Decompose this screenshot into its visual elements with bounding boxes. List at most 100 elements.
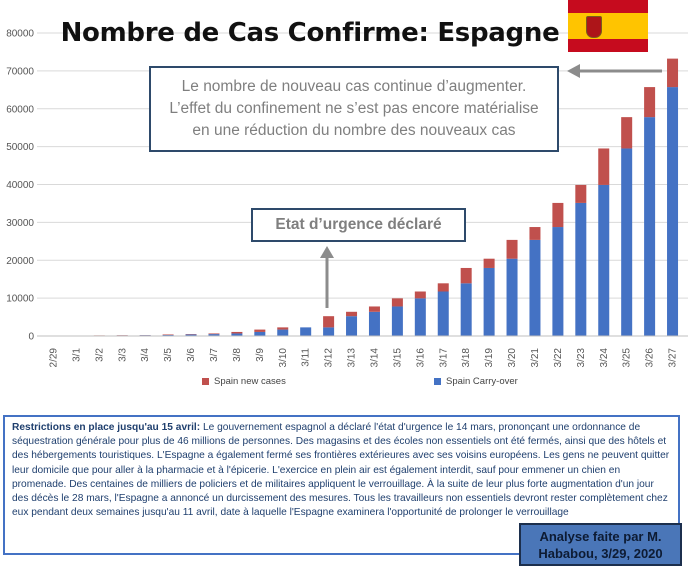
bar-carry-over-3-18 bbox=[460, 283, 472, 336]
bar-new-cases-3-27 bbox=[667, 58, 679, 88]
x-tick-label: 3/22 bbox=[553, 348, 564, 368]
x-tick-label: 3/27 bbox=[668, 348, 679, 368]
bar-new-cases-3-22 bbox=[552, 202, 564, 228]
arrow-up-icon bbox=[320, 246, 334, 308]
spain-flag-icon bbox=[568, 0, 648, 52]
bar-new-cases-3-24 bbox=[598, 148, 610, 185]
x-tick-label: 3/16 bbox=[415, 348, 426, 368]
x-tick-label: 3/6 bbox=[186, 348, 197, 362]
callout-cases-increasing: Le nombre de nouveau cas continue d’augm… bbox=[149, 66, 559, 152]
x-tick-label: 3/18 bbox=[461, 348, 472, 368]
x-tick-label: 3/26 bbox=[645, 348, 656, 368]
new-cases-bars bbox=[47, 58, 679, 336]
bar-new-cases-3-23 bbox=[575, 184, 587, 203]
callout-line-3: en une réduction du nombre des nouveaux … bbox=[192, 122, 516, 139]
x-tick-label: 3/4 bbox=[140, 348, 151, 362]
bar-new-cases-3-16 bbox=[414, 291, 426, 299]
bar-carry-over-3-15 bbox=[391, 306, 403, 336]
legend-label-new-cases: Spain new cases bbox=[214, 376, 286, 387]
bar-carry-over-3-21 bbox=[529, 239, 541, 336]
bar-new-cases-3-14 bbox=[368, 306, 380, 312]
x-tick-label: 3/9 bbox=[255, 348, 266, 362]
bar-carry-over-3-13 bbox=[346, 316, 358, 336]
bar-new-cases-3-10 bbox=[277, 327, 289, 330]
y-tick-label: 0 bbox=[28, 332, 34, 343]
bar-carry-over-3-6 bbox=[185, 334, 197, 336]
x-tick-label: 3/2 bbox=[94, 348, 105, 362]
legend-swatch-carry-over bbox=[434, 378, 441, 385]
x-tick-label: 3/15 bbox=[392, 348, 403, 368]
bar-carry-over-3-19 bbox=[483, 267, 495, 336]
x-tick-label: 3/19 bbox=[484, 348, 495, 368]
bar-carry-over-3-8 bbox=[231, 333, 243, 336]
legend-swatch-new-cases bbox=[202, 378, 209, 385]
bar-new-cases-3-13 bbox=[346, 311, 358, 317]
bar-carry-over-3-11 bbox=[300, 327, 312, 336]
bar-carry-over-3-27 bbox=[667, 87, 679, 336]
legend-item-new-cases: Spain new cases bbox=[202, 376, 286, 387]
legend-item-carry-over: Spain Carry-over bbox=[434, 376, 518, 387]
credit-line-2: Hababou, 3/29, 2020 bbox=[538, 546, 663, 561]
chart-title: Nombre de Cas Confirme: Espagne bbox=[60, 18, 560, 48]
bar-carry-over-3-10 bbox=[277, 329, 289, 336]
bar-carry-over-3-16 bbox=[414, 298, 426, 336]
x-tick-label: 3/24 bbox=[599, 348, 610, 368]
bar-new-cases-3-5 bbox=[162, 334, 174, 336]
restrictions-info-box: Restrictions en place jusqu'au 15 avril:… bbox=[3, 415, 680, 555]
bar-new-cases-3-20 bbox=[506, 239, 518, 259]
bar-new-cases-3-8 bbox=[231, 331, 243, 334]
x-tick-label: 3/25 bbox=[622, 348, 633, 368]
bar-new-cases-3-21 bbox=[529, 227, 541, 240]
x-tick-label: 2/29 bbox=[48, 348, 59, 368]
x-tick-label: 3/11 bbox=[301, 348, 312, 367]
y-tick-label: 20000 bbox=[6, 256, 34, 267]
y-tick-label: 50000 bbox=[6, 142, 34, 153]
bar-new-cases-3-19 bbox=[483, 258, 495, 268]
x-tick-label: 3/7 bbox=[209, 348, 220, 362]
bar-carry-over-3-7 bbox=[208, 334, 220, 336]
bar-carry-over-3-22 bbox=[552, 227, 564, 336]
restrictions-body: Le gouvernement espagnol a déclaré l'éta… bbox=[12, 422, 670, 519]
bar-new-cases-3-15 bbox=[391, 298, 403, 307]
bar-carry-over-3-24 bbox=[598, 184, 610, 336]
callout-state-of-emergency: Etat d’urgence déclaré bbox=[251, 208, 466, 242]
y-tick-label: 80000 bbox=[6, 29, 34, 40]
x-tick-label: 3/21 bbox=[530, 348, 541, 368]
carry-over-bars bbox=[47, 87, 679, 336]
restrictions-heading: Restrictions en place jusqu'au 15 avril: bbox=[12, 422, 201, 433]
y-tick-label: 40000 bbox=[6, 180, 34, 191]
credit-line-1: Analyse faite par M. bbox=[539, 529, 662, 544]
bar-new-cases-3-9 bbox=[254, 329, 266, 332]
bar-carry-over-3-12 bbox=[323, 327, 335, 336]
bar-new-cases-3-12 bbox=[323, 316, 335, 328]
chart-plot-area: 0 10000 20000 30000 40000 50000 60000 70000 8000… bbox=[6, 29, 688, 368]
x-tick-label: 3/1 bbox=[71, 348, 82, 362]
legend-label-carry-over: Spain Carry-over bbox=[446, 376, 518, 387]
x-tick-label: 3/13 bbox=[347, 348, 358, 368]
x-tick-label: 3/5 bbox=[163, 348, 174, 362]
bar-new-cases-3-17 bbox=[437, 283, 449, 292]
bar-carry-over-3-17 bbox=[437, 291, 449, 336]
callout-line-2: L’effet du confinement ne s’est pas enco… bbox=[169, 100, 539, 117]
x-axis-tick-labels: 2/29 3/1 3/2 3/3 3/4 3/5 3/6 3/7 3/8 3/9 3/10 3/11 3… bbox=[48, 348, 678, 368]
bar-new-cases-3-18 bbox=[460, 267, 472, 284]
x-tick-label: 3/17 bbox=[438, 348, 449, 368]
y-tick-label: 70000 bbox=[6, 66, 34, 77]
bar-carry-over-3-14 bbox=[368, 311, 380, 336]
x-tick-label: 3/12 bbox=[324, 348, 335, 368]
callout-line-1: Le nombre de nouveau cas continue d’augm… bbox=[181, 78, 527, 95]
bar-carry-over-3-9 bbox=[254, 331, 266, 336]
x-tick-label: 3/8 bbox=[232, 348, 243, 362]
bar-carry-over-3-23 bbox=[575, 202, 587, 336]
y-tick-label: 30000 bbox=[6, 218, 34, 229]
bar-carry-over-3-25 bbox=[621, 148, 633, 336]
y-tick-label: 60000 bbox=[6, 104, 34, 115]
arrow-left-icon bbox=[567, 64, 662, 78]
x-tick-label: 3/20 bbox=[507, 348, 518, 368]
x-tick-label: 3/23 bbox=[576, 348, 587, 368]
bar-carry-over-3-26 bbox=[644, 117, 656, 336]
bar-new-cases-3-26 bbox=[644, 87, 656, 118]
bar-carry-over-3-20 bbox=[506, 258, 518, 336]
x-tick-label: 3/3 bbox=[117, 348, 128, 362]
y-tick-label: 10000 bbox=[6, 294, 34, 305]
